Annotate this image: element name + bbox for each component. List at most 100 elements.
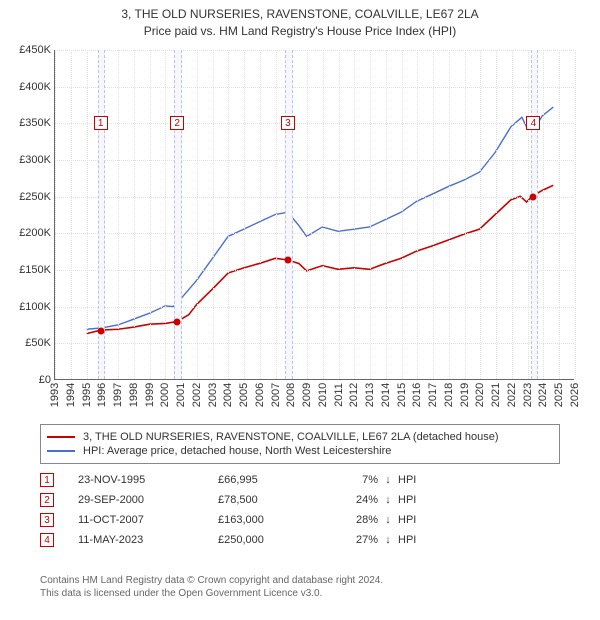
y-axis-label: £350K xyxy=(11,117,51,129)
x-gridline xyxy=(575,50,576,379)
x-axis-label: 2025 xyxy=(553,383,565,407)
transaction-row: 311-OCT-2007£163,00028%↓HPI xyxy=(40,510,560,530)
footer-attribution: Contains HM Land Registry data © Crown c… xyxy=(40,574,560,600)
x-axis-label: 2002 xyxy=(191,383,203,407)
x-axis-label: 2023 xyxy=(522,383,534,407)
transaction-band xyxy=(285,50,293,379)
x-gridline xyxy=(528,50,529,379)
transactions-table: 123-NOV-1995£66,9957%↓HPI229-SEP-2000£78… xyxy=(40,470,560,550)
x-gridline xyxy=(402,50,403,379)
y-axis-label: £150K xyxy=(11,264,51,276)
x-axis-label: 1996 xyxy=(96,383,108,407)
transaction-price: £163,000 xyxy=(218,514,328,526)
x-axis-label: 2011 xyxy=(333,383,345,407)
x-gridline xyxy=(449,50,450,379)
down-arrow-icon: ↓ xyxy=(378,474,398,486)
transaction-number-box: 1 xyxy=(40,473,54,487)
x-gridline xyxy=(197,50,198,379)
x-axis-label: 2013 xyxy=(364,383,376,407)
x-axis-label: 2014 xyxy=(380,383,392,407)
x-gridline xyxy=(433,50,434,379)
down-arrow-icon: ↓ xyxy=(378,514,398,526)
x-gridline xyxy=(512,50,513,379)
transaction-row: 229-SEP-2000£78,50024%↓HPI xyxy=(40,490,560,510)
x-axis-label: 1997 xyxy=(112,383,124,407)
transaction-hpi-label: HPI xyxy=(398,474,438,486)
y-axis-label: £100K xyxy=(11,301,51,313)
x-axis-label: 1998 xyxy=(128,383,140,407)
x-gridline xyxy=(465,50,466,379)
x-axis-label: 2003 xyxy=(207,383,219,407)
x-axis-label: 2017 xyxy=(427,383,439,407)
x-axis-label: 1994 xyxy=(65,383,77,407)
transaction-hpi-label: HPI xyxy=(398,514,438,526)
x-gridline xyxy=(276,50,277,379)
transaction-price: £78,500 xyxy=(218,494,328,506)
x-axis-label: 2012 xyxy=(348,383,360,407)
y-axis-label: £450K xyxy=(11,44,51,56)
transaction-row: 411-MAY-2023£250,00027%↓HPI xyxy=(40,530,560,550)
x-axis-label: 2015 xyxy=(396,383,408,407)
x-gridline xyxy=(213,50,214,379)
transaction-number-box: 4 xyxy=(40,533,54,547)
chart-marker-box: 2 xyxy=(170,116,184,130)
x-axis-label: 2016 xyxy=(411,383,423,407)
y-axis-label: £200K xyxy=(11,227,51,239)
transaction-date: 29-SEP-2000 xyxy=(78,494,218,506)
chart-marker-box: 4 xyxy=(526,116,540,130)
x-gridline xyxy=(386,50,387,379)
x-axis-label: 1993 xyxy=(49,383,61,407)
x-gridline xyxy=(165,50,166,379)
plot-area: £0£50K£100K£150K£200K£250K£300K£350K£400… xyxy=(54,50,574,380)
sale-point-marker xyxy=(530,193,537,200)
legend-box: 3, THE OLD NURSERIES, RAVENSTONE, COALVI… xyxy=(40,424,560,464)
footer-line-2: This data is licensed under the Open Gov… xyxy=(40,587,560,600)
x-axis-label: 2000 xyxy=(159,383,171,407)
x-axis-label: 2022 xyxy=(506,383,518,407)
transaction-date: 11-MAY-2023 xyxy=(78,534,218,546)
transaction-pct-diff: 27% xyxy=(328,534,378,546)
legend-item-hpi: HPI: Average price, detached house, Nort… xyxy=(47,445,553,457)
x-gridline xyxy=(323,50,324,379)
x-axis-label: 1999 xyxy=(144,383,156,407)
footer-line-1: Contains HM Land Registry data © Crown c… xyxy=(40,574,560,587)
transaction-price: £66,995 xyxy=(218,474,328,486)
x-axis-label: 2004 xyxy=(222,383,234,407)
x-axis-label: 2009 xyxy=(301,383,313,407)
x-gridline xyxy=(118,50,119,379)
x-gridline xyxy=(228,50,229,379)
legend-swatch-hpi xyxy=(47,450,75,452)
page: 3, THE OLD NURSERIES, RAVENSTONE, COALVI… xyxy=(0,0,600,620)
transaction-hpi-label: HPI xyxy=(398,534,438,546)
x-gridline xyxy=(543,50,544,379)
transaction-number-box: 3 xyxy=(40,513,54,527)
transaction-band xyxy=(531,50,539,379)
transaction-hpi-label: HPI xyxy=(398,494,438,506)
series-line xyxy=(87,185,554,333)
x-axis-label: 2006 xyxy=(254,383,266,407)
x-gridline xyxy=(244,50,245,379)
x-gridline xyxy=(354,50,355,379)
x-axis-label: 2010 xyxy=(317,383,329,407)
x-axis-label: 2001 xyxy=(175,383,187,407)
y-axis-label: £0 xyxy=(11,374,51,386)
transaction-date: 23-NOV-1995 xyxy=(78,474,218,486)
legend-swatch-property xyxy=(47,436,75,438)
x-axis-label: 2005 xyxy=(238,383,250,407)
legend-item-property: 3, THE OLD NURSERIES, RAVENSTONE, COALVI… xyxy=(47,431,553,443)
chart-marker-box: 3 xyxy=(281,116,295,130)
title-line-1: 3, THE OLD NURSERIES, RAVENSTONE, COALVI… xyxy=(0,6,600,23)
y-axis-label: £400K xyxy=(11,81,51,93)
chart-area: £0£50K£100K£150K£200K£250K£300K£350K£400… xyxy=(10,50,590,410)
x-gridline xyxy=(480,50,481,379)
x-axis-label: 2018 xyxy=(443,383,455,407)
x-gridline xyxy=(370,50,371,379)
x-axis-label: 2024 xyxy=(537,383,549,407)
x-gridline xyxy=(134,50,135,379)
x-axis-label: 2019 xyxy=(459,383,471,407)
x-gridline xyxy=(260,50,261,379)
transaction-date: 11-OCT-2007 xyxy=(78,514,218,526)
x-axis-label: 2007 xyxy=(270,383,282,407)
x-gridline xyxy=(55,50,56,379)
transaction-row: 123-NOV-1995£66,9957%↓HPI xyxy=(40,470,560,490)
